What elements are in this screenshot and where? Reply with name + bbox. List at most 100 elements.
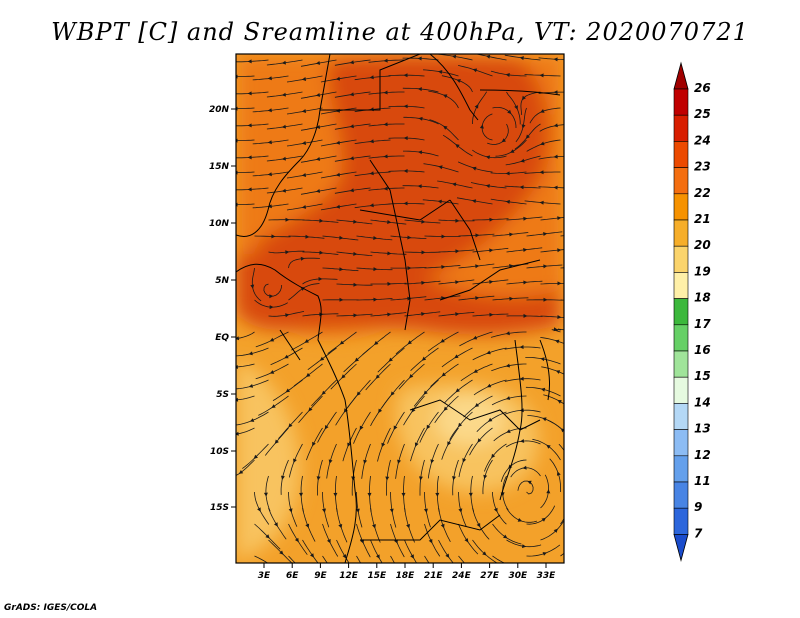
streamline-arrow xyxy=(430,459,435,464)
streamline-arrow xyxy=(567,505,571,509)
streamline-arrow xyxy=(483,474,488,480)
streamline-arrow xyxy=(489,280,494,284)
streamlines xyxy=(236,54,611,563)
streamline xyxy=(575,251,611,253)
latitude-axis: 20N 15N 10N 5N EQ 5S 10S 15S xyxy=(209,105,236,513)
streamline-arrow xyxy=(591,316,595,320)
streamline-arrow xyxy=(442,94,448,99)
streamline-arrow xyxy=(349,124,354,129)
streamline-arrow xyxy=(271,234,276,239)
streamline-arrow xyxy=(441,265,446,269)
streamline-arrow xyxy=(468,492,473,497)
streamline-arrow xyxy=(546,489,551,494)
lon-label: 30E xyxy=(508,571,528,581)
streamline-arrow xyxy=(438,70,443,74)
lon-label: 18E xyxy=(396,571,416,581)
streamline-arrow xyxy=(475,264,480,269)
streamline-arrow xyxy=(423,390,428,395)
colorbar-label: 17 xyxy=(694,317,711,331)
colorbar-label: 18 xyxy=(694,291,711,305)
streamline-arrow xyxy=(269,337,275,342)
streamline-arrow xyxy=(426,424,431,430)
lon-label: 6E xyxy=(286,571,299,581)
streamline xyxy=(575,472,578,508)
streamline-arrow xyxy=(456,79,461,83)
streamline-arrow xyxy=(437,199,442,204)
streamline-arrow xyxy=(560,428,564,433)
streamline-arrow xyxy=(247,123,252,128)
streamline-arrow xyxy=(542,417,547,422)
streamline-arrow xyxy=(455,218,460,223)
streamline-arrow xyxy=(315,157,321,161)
streamline-arrow xyxy=(378,408,383,414)
streamline-arrow xyxy=(474,403,480,408)
streamline-arrow xyxy=(555,370,561,374)
streamline-arrow xyxy=(373,267,378,272)
colorbar-label: 11 xyxy=(694,474,711,488)
streamline-arrow xyxy=(339,267,344,272)
streamline-arrow xyxy=(519,345,524,349)
streamline-arrow xyxy=(554,339,560,344)
streamline-arrow xyxy=(250,284,255,289)
streamline-arrow xyxy=(486,383,492,388)
streamline-arrow xyxy=(274,439,279,444)
streamline-arrow xyxy=(553,123,558,128)
colorbar-segment xyxy=(673,507,689,535)
streamline xyxy=(254,555,269,563)
streamline-arrow xyxy=(319,356,325,361)
streamline-arrow xyxy=(315,93,321,97)
streamline-arrow xyxy=(328,459,333,464)
streamline-arrow xyxy=(393,425,398,431)
streamline-arrow xyxy=(514,105,518,110)
streamline-arrow xyxy=(546,444,551,449)
lon-label: 15E xyxy=(367,571,387,581)
colorbar-label: 13 xyxy=(694,422,711,436)
streamline-arrow xyxy=(421,250,426,255)
streamline-arrow xyxy=(397,459,401,464)
streamline-arrow xyxy=(339,235,344,240)
streamline-arrow xyxy=(381,442,386,448)
streamline-arrow xyxy=(294,537,299,543)
lat-label: 10N xyxy=(209,219,230,229)
lon-label: 12E xyxy=(339,571,359,581)
streamline-arrow xyxy=(421,312,426,316)
streamline-arrow xyxy=(312,441,316,447)
streamline-arrow xyxy=(421,219,426,224)
streamline-arrow xyxy=(369,75,374,80)
streamline-arrow xyxy=(541,517,546,522)
colorbar-segment xyxy=(673,114,689,142)
streamline-arrow xyxy=(539,73,544,78)
streamline-arrow xyxy=(248,384,254,388)
streamline-arrow xyxy=(369,203,374,208)
streamline-arrow xyxy=(522,544,527,549)
streamline-arrow xyxy=(316,476,321,481)
streamline-arrow xyxy=(454,354,459,359)
streamline-arrow xyxy=(591,216,595,220)
streamline-arrow xyxy=(462,458,467,463)
lon-label: 3E xyxy=(258,571,271,581)
streamline-arrow xyxy=(267,76,272,81)
streamline-arrow xyxy=(503,534,508,539)
streamline-arrow xyxy=(318,277,323,281)
streamline-arrow xyxy=(376,554,380,559)
streamline-arrow xyxy=(572,541,576,545)
colorbar-label: 12 xyxy=(694,448,711,462)
streamline-arrow xyxy=(581,522,585,526)
streamline-arrow xyxy=(475,296,480,301)
streamline-arrow xyxy=(458,422,463,428)
streamline-arrow xyxy=(293,458,297,463)
streamline-arrow xyxy=(539,170,544,175)
streamline-arrow xyxy=(265,534,270,539)
streamline-arrow xyxy=(387,251,392,256)
streamline-arrow xyxy=(339,340,345,345)
streamline-arrow xyxy=(455,144,460,149)
streamline-arrow xyxy=(338,524,343,529)
streamline-arrow xyxy=(472,166,477,171)
streamline-arrow xyxy=(523,248,528,252)
streamline-arrow xyxy=(473,369,478,373)
streamline-arrow xyxy=(284,354,289,359)
streamline-arrow xyxy=(557,248,562,253)
lat-label: 10S xyxy=(210,447,229,457)
streamline-arrow xyxy=(319,250,324,255)
streamline-arrow xyxy=(253,454,258,459)
